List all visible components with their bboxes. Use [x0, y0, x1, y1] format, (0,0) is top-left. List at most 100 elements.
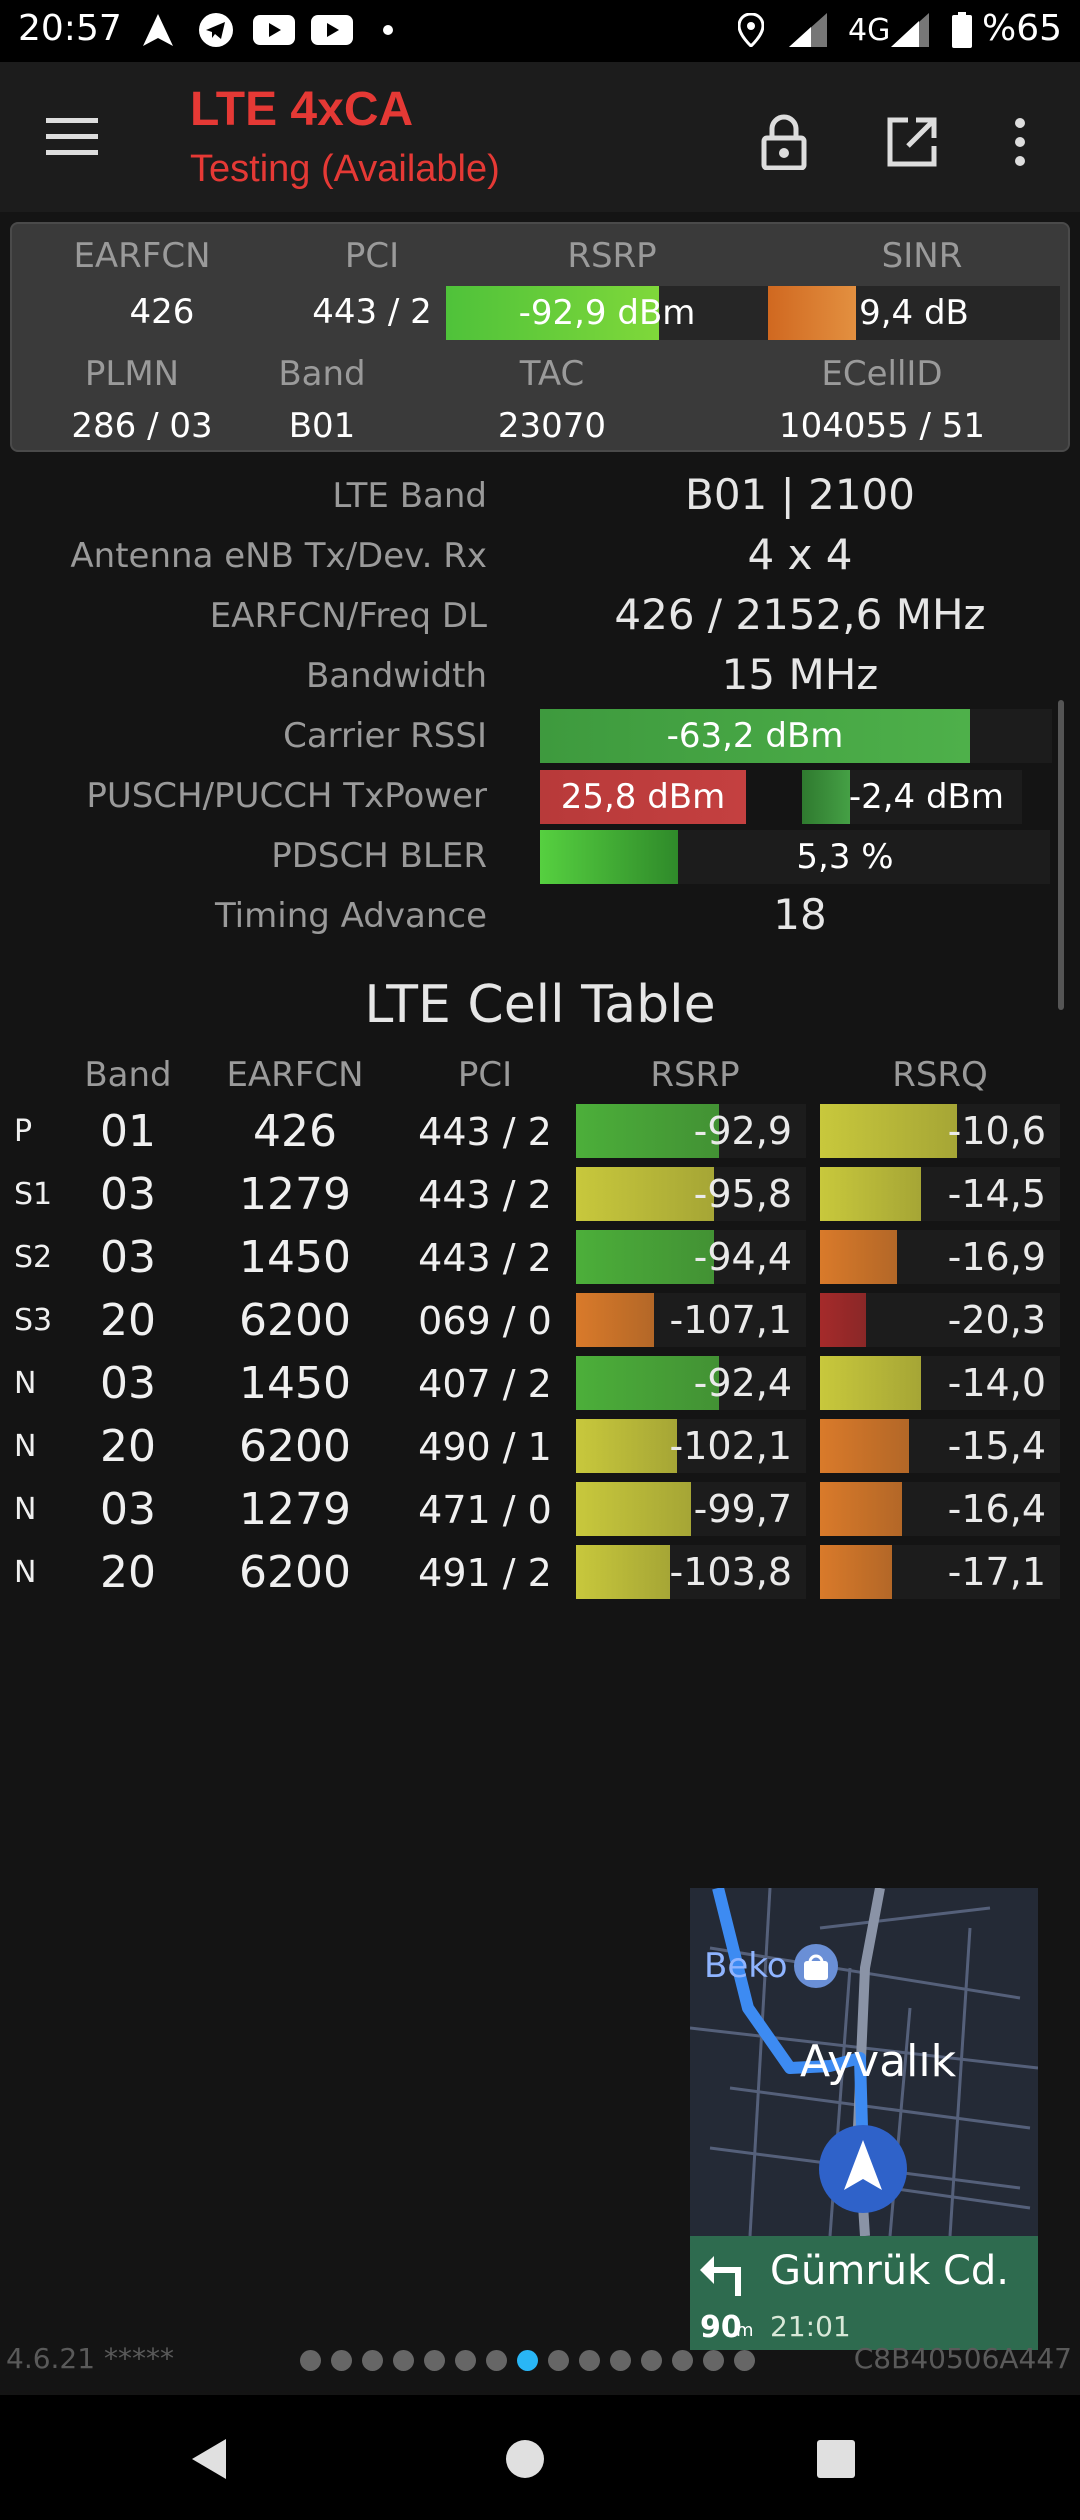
app-version: 4.6.21 *****: [6, 2342, 174, 2375]
bler-value: 5,3 %: [796, 837, 894, 877]
signal-icon: [890, 12, 930, 48]
cell-type: P: [14, 1114, 33, 1149]
open-external-icon[interactable]: [876, 102, 948, 182]
cell-rsrq-meter: -14,5: [820, 1167, 1060, 1221]
table-row: N 03 1279 471 / 0 -99,7 -16,4: [0, 1478, 1080, 1541]
cell-rsrp-fill: [576, 1545, 671, 1599]
txpower-label: PUSCH/PUCCH TxPower: [86, 776, 487, 816]
ta-value: 18: [773, 890, 827, 939]
page-dot[interactable]: [393, 2350, 414, 2371]
app-title: LTE 4xCA: [190, 83, 414, 136]
page-dot[interactable]: [362, 2350, 383, 2371]
page-dot[interactable]: [579, 2350, 600, 2371]
freq-label: EARFCN/Freq DL: [209, 596, 487, 636]
band-label: Band: [278, 354, 366, 394]
cell-rsrq-fill: [820, 1482, 902, 1536]
cell-rsrq: -14,5: [947, 1172, 1046, 1216]
cell-type: N: [14, 1555, 37, 1590]
cell-rsrp-fill: [576, 1482, 691, 1536]
cell-rsrq-meter: -16,4: [820, 1482, 1060, 1536]
ecellid-value: 104055 / 51: [778, 406, 986, 446]
scrollbar[interactable]: [1058, 700, 1064, 1010]
cell-type: N: [14, 1366, 37, 1401]
page-dot[interactable]: [455, 2350, 476, 2371]
page-dot[interactable]: [672, 2350, 693, 2371]
cell-rsrq-fill: [820, 1230, 897, 1284]
tac-value: 23070: [497, 406, 607, 446]
cell-rsrq-meter: -17,1: [820, 1545, 1060, 1599]
cell-band: 03: [100, 1484, 156, 1535]
cell-rsrp-meter: -99,7: [576, 1482, 806, 1536]
bler-bar-fill: [540, 830, 678, 884]
cell-band: 03: [100, 1232, 156, 1283]
navigation-arrow-icon: [140, 12, 176, 48]
page-dot[interactable]: [703, 2350, 724, 2371]
cell-pci: 471 / 0: [418, 1487, 552, 1532]
table-row: S3 20 6200 069 / 0 -107,1 -20,3: [0, 1289, 1080, 1352]
app-bar: LTE 4xCA Testing (Available): [0, 62, 1080, 212]
pci-label: PCI: [344, 236, 400, 276]
cell-rsrp: -107,1: [669, 1298, 793, 1342]
page-dot[interactable]: [331, 2350, 352, 2371]
cell-type: N: [14, 1429, 37, 1464]
network-type: 4G: [848, 13, 891, 48]
cell-rsrp-meter: -107,1: [576, 1293, 806, 1347]
status-time: 20:57: [18, 8, 122, 49]
cell-rsrp-fill: [576, 1167, 714, 1221]
page-dot[interactable]: [734, 2350, 755, 2371]
cell-rsrq-meter: -10,6: [820, 1104, 1060, 1158]
cell-rsrq-fill: [820, 1356, 921, 1410]
cell-pci: 443 / 2: [418, 1235, 552, 1280]
battery-icon: [950, 12, 974, 48]
pucch-bar: -2,4 dBm: [802, 770, 1022, 824]
bandwidth-value: 15 MHz: [721, 650, 879, 699]
page-indicator[interactable]: [300, 2350, 755, 2374]
rssi-bar-fill: [540, 709, 971, 763]
antenna-label: Antenna eNB Tx/Dev. Rx: [70, 536, 487, 576]
cell-rsrp: -99,7: [693, 1487, 792, 1531]
page-dot[interactable]: [486, 2350, 507, 2371]
back-icon[interactable]: [170, 2419, 250, 2499]
home-icon[interactable]: [485, 2419, 565, 2499]
page-dot[interactable]: [641, 2350, 662, 2371]
cell-rsrq: -14,0: [947, 1361, 1046, 1405]
turn-distance-unit: m: [736, 2320, 754, 2341]
cell-rsrp: -102,1: [669, 1424, 793, 1468]
cell-earfcn: 6200: [239, 1421, 351, 1472]
cell-rsrq-meter: -15,4: [820, 1419, 1060, 1473]
recents-icon[interactable]: [796, 2419, 876, 2499]
cell-band: 20: [100, 1421, 156, 1472]
cell-rsrp: -94,4: [693, 1235, 792, 1279]
lte-band-label: LTE Band: [332, 476, 487, 516]
navigation-instruction[interactable]: Gümrük Cd. 90 m 21:01: [690, 2236, 1038, 2350]
cell-band: 01: [100, 1106, 156, 1157]
signal-icon: [788, 12, 828, 48]
cell-rsrp: -92,9: [693, 1109, 792, 1153]
table-row: N 03 1450 407 / 2 -92,4 -14,0: [0, 1352, 1080, 1415]
more-vert-icon[interactable]: [990, 102, 1050, 182]
pusch-bar-fill: [540, 770, 746, 824]
rsrp-value: -92,9 dBm: [518, 293, 696, 333]
cell-rsrp-meter: -94,4: [576, 1230, 806, 1284]
page-dot[interactable]: [424, 2350, 445, 2371]
pusch-bar: 25,8 dBm: [540, 770, 746, 824]
cell-type: S2: [14, 1240, 53, 1275]
page-dot[interactable]: [300, 2350, 321, 2371]
page-dot[interactable]: [610, 2350, 631, 2371]
table-row: S1 03 1279 443 / 2 -95,8 -14,5: [0, 1163, 1080, 1226]
sinr-bar: 9,4 dB: [768, 286, 1060, 340]
summary-card: EARFCN PCI RSRP SINR 426 443 / 2 -92,9 d…: [10, 222, 1070, 452]
menu-icon[interactable]: [30, 102, 114, 172]
cell-rsrp: -92,4: [693, 1361, 792, 1405]
sinr-value: 9,4 dB: [859, 293, 969, 333]
rsrp-bar: -92,9 dBm: [446, 286, 768, 340]
pci-value: 443 / 2: [312, 292, 432, 332]
band-value: B01: [288, 406, 356, 446]
cell-band: 03: [100, 1358, 156, 1409]
sinr-label: SINR: [881, 236, 963, 276]
page-dot[interactable]: [517, 2350, 538, 2371]
cell-earfcn: 6200: [239, 1295, 351, 1346]
page-dot[interactable]: [548, 2350, 569, 2371]
lock-icon[interactable]: [748, 102, 820, 182]
map-overlay[interactable]: Beko Ayvalık Gümrük Cd. 90 m 21:01: [690, 1888, 1038, 2350]
